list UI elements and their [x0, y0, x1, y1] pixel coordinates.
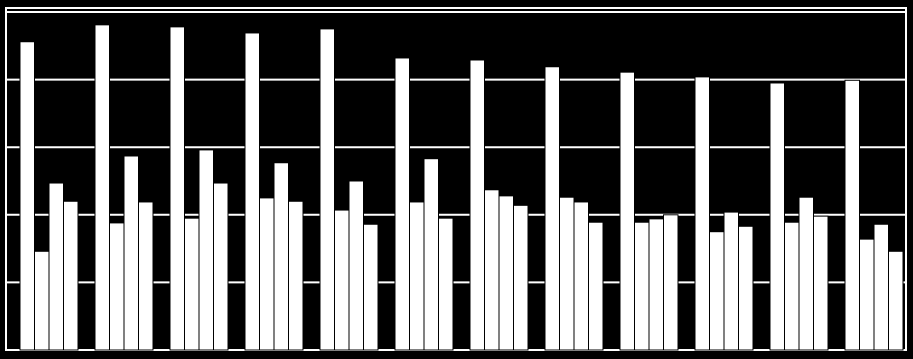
bar	[573, 201, 589, 351]
bar	[619, 71, 635, 351]
bar	[348, 180, 364, 351]
bar	[723, 211, 739, 351]
bar	[109, 222, 125, 351]
bar	[873, 223, 889, 351]
bar	[213, 182, 229, 351]
bar	[663, 214, 679, 351]
bar	[423, 158, 439, 351]
bar	[319, 28, 335, 351]
bar	[859, 238, 875, 351]
bar	[844, 79, 860, 351]
bar	[244, 32, 260, 351]
bar	[288, 200, 304, 351]
bar	[769, 82, 785, 351]
bar	[394, 57, 410, 351]
bar	[588, 221, 604, 351]
bar	[138, 201, 154, 351]
bar	[19, 41, 35, 351]
bar	[34, 250, 50, 351]
bar	[334, 209, 350, 351]
bar	[123, 155, 139, 351]
bar	[798, 196, 814, 351]
bar	[438, 217, 454, 351]
bar	[648, 218, 664, 351]
bar	[513, 204, 529, 351]
bar	[738, 225, 754, 351]
bar	[888, 250, 904, 351]
bar	[409, 201, 425, 351]
bar	[184, 217, 200, 351]
bar	[169, 26, 185, 351]
bar	[273, 162, 289, 351]
bar	[259, 197, 275, 351]
bar	[198, 149, 214, 351]
bar	[709, 231, 725, 351]
bar	[784, 221, 800, 351]
bar	[63, 200, 79, 351]
bar	[48, 182, 64, 351]
bar	[469, 59, 485, 351]
bar	[813, 215, 829, 351]
bar	[634, 221, 650, 351]
bar	[363, 223, 379, 351]
bar	[498, 195, 514, 351]
bar	[544, 66, 560, 351]
bar	[94, 24, 110, 351]
bar	[694, 76, 710, 351]
bar	[559, 196, 575, 351]
bar	[484, 189, 500, 351]
